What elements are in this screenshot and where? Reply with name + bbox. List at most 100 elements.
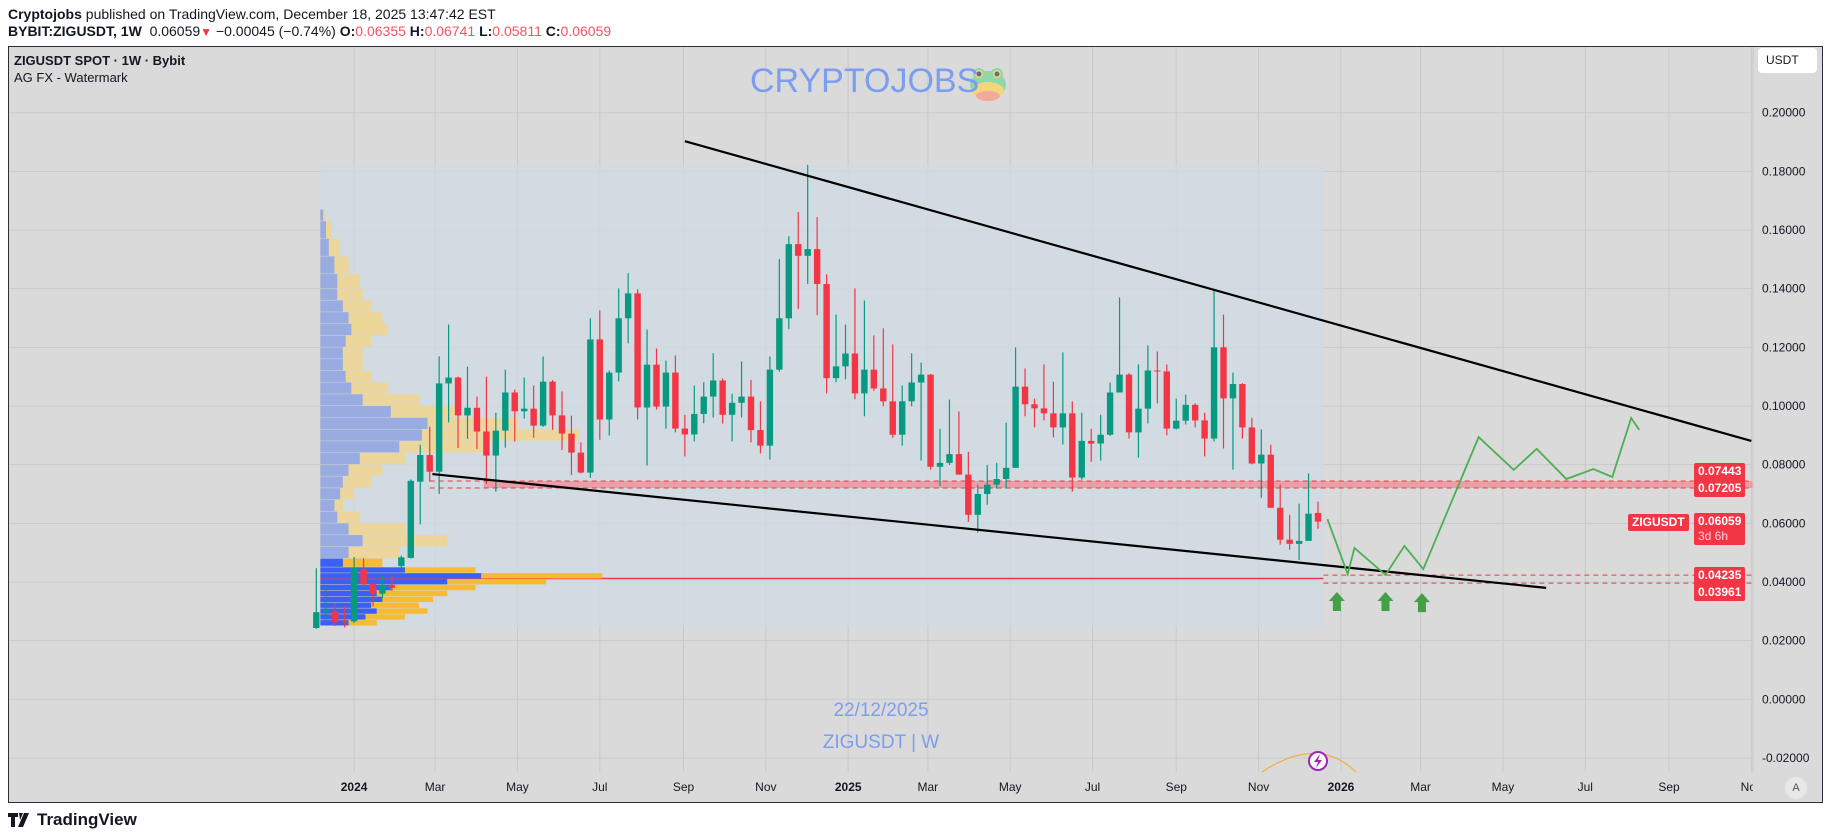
candle-body (984, 484, 991, 494)
volume-profile-bar-down (320, 584, 476, 591)
candle (615, 288, 622, 382)
candle (1116, 297, 1123, 393)
symbol-tag: ZIGUSDT (1628, 514, 1689, 531)
chart-legend-title[interactable]: ZIGUSDT SPOT · 1W · Bybit (14, 53, 186, 68)
candle (322, 586, 329, 624)
time-tick-label: 2025 (835, 780, 862, 794)
candle-body (870, 369, 878, 389)
candle-body (1135, 408, 1142, 433)
candle (1286, 514, 1293, 550)
last-price: 0.06059 (149, 23, 201, 39)
candle-body (653, 364, 660, 407)
candle (832, 314, 840, 383)
candle (917, 362, 925, 461)
publisher-name[interactable]: Cryptojobs (8, 6, 82, 22)
time-axis[interactable]: 2024 Mar May Jul Sep Nov 2025 Mar May Jul Sep Nov 20… (341, 780, 1762, 794)
volume-profile-bar-down (320, 523, 405, 535)
candle-body (313, 612, 320, 629)
candle-body (435, 383, 443, 472)
candle-body (634, 293, 641, 408)
candle (1088, 428, 1095, 462)
volume-profile-bar-down (320, 452, 405, 465)
candle-body (473, 407, 481, 432)
price-tick-label: 0.20000 (1762, 106, 1806, 120)
high-label: H: (409, 23, 425, 39)
lightning-icon[interactable] (1261, 751, 1357, 773)
tradingview-logo[interactable]: TradingView (8, 810, 137, 830)
candle (738, 361, 745, 418)
candle (473, 396, 481, 450)
candle (1248, 417, 1256, 465)
volume-profile-bar-up (320, 452, 360, 465)
candle (710, 353, 717, 418)
candles (313, 164, 1322, 629)
volume-profile-bar-down (320, 546, 400, 559)
currency-button[interactable]: USDT (1758, 48, 1817, 73)
candle (908, 353, 915, 407)
candle-body (530, 408, 537, 426)
candle-body (738, 396, 745, 403)
candle (974, 484, 981, 533)
candle-body (615, 318, 622, 373)
price-tick-label: 0.00000 (1762, 692, 1806, 706)
candle-body (880, 388, 887, 402)
volume-profile-bar-up (320, 335, 346, 347)
time-tick-label: May (999, 780, 1022, 794)
candle-body (1059, 413, 1067, 428)
candle-body (502, 392, 509, 431)
candle-body (1210, 347, 1218, 439)
price-tick-label: 0.14000 (1762, 282, 1806, 296)
candle-body (1116, 374, 1123, 393)
volume-profile-bar-up (320, 382, 352, 394)
candle-body (539, 381, 547, 426)
volume-profile-bar-up (320, 614, 366, 620)
volume-profile-bar-up (320, 535, 363, 547)
indicator-legend[interactable]: AG FX - Watermark (14, 70, 128, 85)
time-tick-label: Mar (918, 780, 939, 794)
volume-profile-bar-up (320, 394, 363, 406)
volume-profile-bar-down (320, 558, 383, 567)
candle (1002, 422, 1010, 489)
candle-body (1154, 370, 1161, 372)
arrow-up-icon (1413, 593, 1430, 613)
candle (1220, 314, 1227, 449)
candle (539, 356, 547, 427)
volume-profile-bar-up (320, 256, 335, 274)
candle (1305, 473, 1312, 541)
volume-profile-bar-up (320, 476, 343, 488)
volume-profile-bar-up (320, 221, 326, 239)
candle (1031, 398, 1038, 428)
candle-body (908, 382, 915, 402)
candle-body (1097, 434, 1104, 444)
candle-body (1220, 347, 1227, 399)
volume-profile-bar-up (320, 238, 329, 256)
volume-profile-bar-up (320, 429, 422, 441)
auto-scale-button[interactable]: A (1785, 777, 1807, 799)
candle-body (464, 407, 471, 416)
candle-body (700, 396, 707, 414)
trendline-upper (684, 140, 1752, 442)
price-axis[interactable]: 0.20000 0.18000 0.16000 0.14000 0.12000 0.100… (1762, 106, 1810, 765)
candle (927, 374, 934, 470)
published-text: published on TradingView.com, December 1… (85, 6, 496, 22)
candle-body (710, 380, 717, 397)
down-triangle-icon: ▼ (200, 25, 213, 39)
candle-body (577, 452, 585, 473)
candle (936, 428, 944, 486)
candle (672, 355, 679, 433)
candle (842, 324, 849, 380)
candle-body (974, 493, 981, 515)
candle-body (454, 377, 462, 416)
volume-profile-bar-up (320, 464, 349, 476)
candle-body (662, 372, 670, 407)
candle-body (1286, 539, 1293, 544)
candle (1106, 382, 1114, 436)
candle (1144, 345, 1152, 424)
candle (587, 318, 594, 478)
candle-body (993, 479, 1000, 485)
candle (606, 370, 613, 436)
candle-body (1012, 386, 1019, 468)
candle (795, 212, 802, 309)
candle-body (511, 392, 518, 412)
